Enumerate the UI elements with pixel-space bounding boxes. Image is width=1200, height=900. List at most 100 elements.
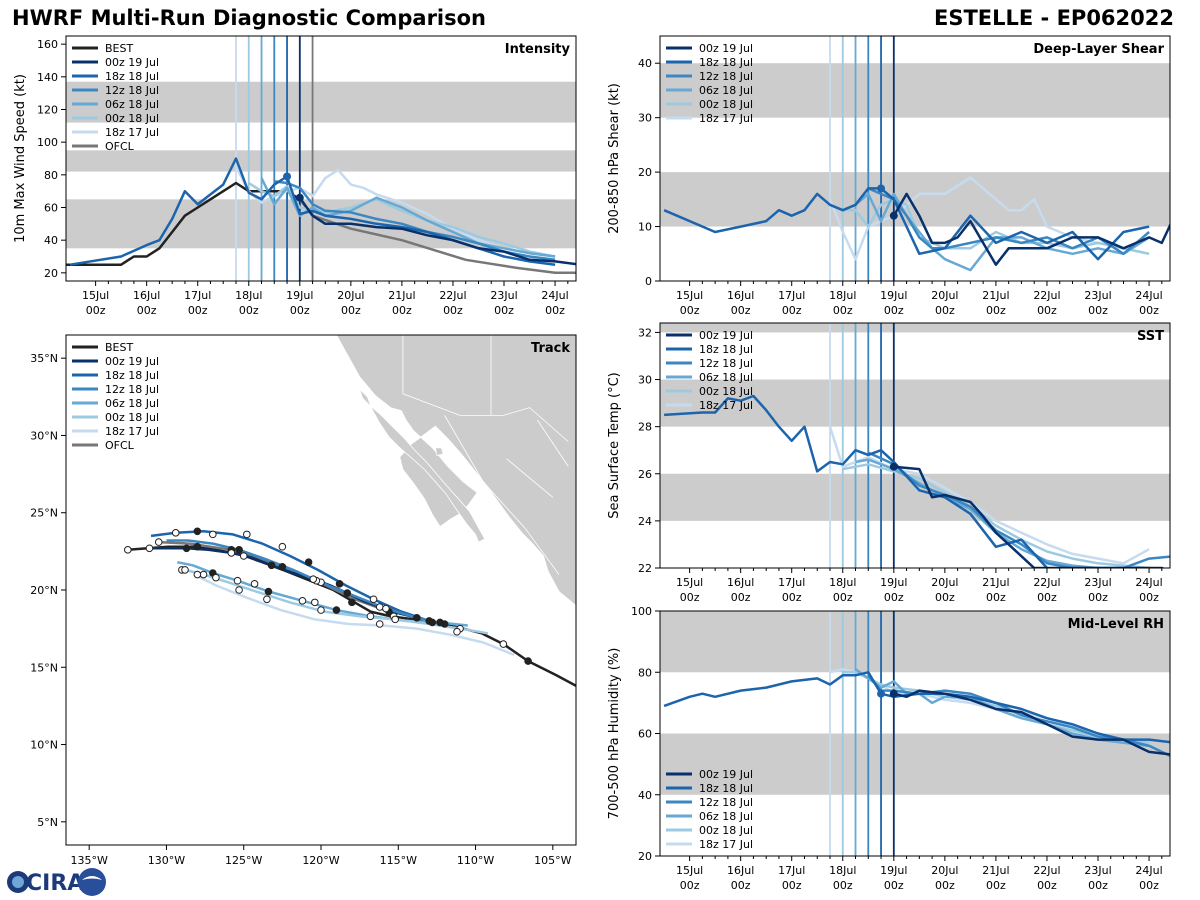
track-ytick-label-1: 10°N <box>30 739 58 752</box>
border-0 <box>402 393 461 416</box>
rh-xtick-label-day-9: 24Jul <box>1135 864 1162 877</box>
track-point-12z-18-jul-1 <box>382 604 390 613</box>
legend-label-18z-18-jul: 18z 18 Jul <box>105 70 159 83</box>
intensity-series-00z-19-jul <box>298 196 576 266</box>
sst-xtick-label-hour-8: 00z <box>1088 591 1108 604</box>
intensity-plot-area <box>66 36 576 281</box>
intensity-xtick-label-hour-3: 00z <box>239 304 259 317</box>
sst-plot-area <box>660 323 1170 568</box>
track-point-18z-17-jul-3 <box>250 580 259 588</box>
shear-xtick-label-day-4: 19Jul <box>880 289 907 302</box>
track-point-18z-18-jul-3 <box>243 530 251 539</box>
legend-label-12z-18-jul: 12z 18 Jul <box>699 357 753 370</box>
track-point-18z-17-jul-0 <box>453 627 461 636</box>
track-point-18z-17-jul-1 <box>375 620 384 628</box>
legend-label-12z-18-jul: 12z 18 Jul <box>105 84 159 97</box>
rh-xtick-label-day-1: 16Jul <box>727 864 754 877</box>
intensity-ylabel: 10m Max Wind Speed (kt) <box>13 74 28 243</box>
intensity-title: Intensity <box>505 42 571 57</box>
rh-xtick-label-day-8: 23Jul <box>1084 864 1111 877</box>
track-series-12z-18-jul <box>166 539 445 626</box>
land-north-america <box>336 335 576 607</box>
track-point-00z-19-jul-4 <box>267 561 276 570</box>
shear-xtick-label-hour-7: 00z <box>1037 304 1057 317</box>
border-9 <box>537 419 569 467</box>
shear-ytick-label-1: 10 <box>638 221 652 234</box>
rh-plot-area <box>660 611 1170 856</box>
intensity-xtick-label-day-9: 24Jul <box>541 289 568 302</box>
sst-ytick-label-1: 24 <box>638 515 652 528</box>
intensity-xtick-label-day-3: 18Jul <box>235 289 262 302</box>
rh-xtick-label-hour-4: 00z <box>884 879 904 892</box>
intensity-xtick-label-hour-4: 00z <box>290 304 310 317</box>
intensity-band-2 <box>66 81 576 123</box>
shear-xtick-label-day-2: 17Jul <box>778 289 805 302</box>
shear-init-marker <box>889 211 898 220</box>
shear-xtick-label-hour-3: 00z <box>833 304 853 317</box>
legend-label-18z-17-jul: 18z 17 Jul <box>699 838 753 851</box>
shear-xtick-label-day-7: 22Jul <box>1033 289 1060 302</box>
track-point-00z-18-jul-5 <box>199 570 208 579</box>
legend-label-00z-18-jul: 00z 18 Jul <box>699 98 753 111</box>
track-point-00z-19-jul-6 <box>182 544 191 553</box>
legend-label-00z-18-jul: 00z 18 Jul <box>105 411 159 424</box>
intensity-ytick-label-1: 40 <box>44 234 58 247</box>
track-ytick-label-3: 20°N <box>30 584 58 597</box>
legend-label-best: BEST <box>105 341 133 354</box>
track-xtick-label-4: 115°W <box>380 854 417 867</box>
track-point-06z-18-jul-3 <box>298 597 307 605</box>
sst-xtick-label-day-3: 18Jul <box>829 576 856 589</box>
intensity-xtick-label-day-4: 19Jul <box>286 289 313 302</box>
shear-ytick-label-0: 0 <box>645 275 652 288</box>
track-ytick-label-2: 15°N <box>30 661 58 674</box>
rh-xtick-label-day-4: 19Jul <box>880 864 907 877</box>
sst-ylabel: Sea Surface Temp (°C) <box>607 372 622 519</box>
rh-ytick-label-3: 80 <box>638 666 652 679</box>
sst-ytick-label-0: 22 <box>638 562 652 575</box>
track-point-00z-19-jul-1 <box>375 603 384 611</box>
sst-series-00z-18-jul <box>842 463 1150 568</box>
shear-ylabel: 200-850 hPa Shear (kt) <box>607 83 622 234</box>
legend-label-00z-19-jul: 00z 19 Jul <box>105 56 159 69</box>
sst-init-marker <box>889 462 898 471</box>
track-point-12z-18-jul-4 <box>235 546 243 554</box>
sst-xtick-label-day-4: 19Jul <box>880 576 907 589</box>
land-tiburon-island <box>434 447 444 456</box>
sst-ytick-label-3: 28 <box>638 421 652 434</box>
legend-label-00z-19-jul: 00z 19 Jul <box>699 329 753 342</box>
sst-xtick-label-hour-9: 00z <box>1139 591 1159 604</box>
sst-xtick-label-day-1: 16Jul <box>727 576 754 589</box>
rh-panel: 15Jul 00z 16Jul 00z 17Jul 00z 18Jul 00z 19Jul 00z… <box>607 605 1171 892</box>
legend-label-00z-19-jul: 00z 19 Jul <box>699 42 753 55</box>
legend-label-ofcl: OFCL <box>105 140 135 153</box>
shear-xtick-label-day-5: 20Jul <box>931 289 958 302</box>
rh-xtick-label-day-5: 20Jul <box>931 864 958 877</box>
rh-xtick-label-hour-6: 00z <box>986 879 1006 892</box>
track-title: Track <box>531 341 570 356</box>
intensity-xtick-label-day-2: 17Jul <box>184 289 211 302</box>
rh-xtick-label-day-3: 18Jul <box>829 864 856 877</box>
legend-label-12z-18-jul: 12z 18 Jul <box>699 796 753 809</box>
legend-label-00z-18-jul: 00z 18 Jul <box>699 824 753 837</box>
rh-ytick-label-2: 60 <box>638 728 652 741</box>
intensity-ytick-label-3: 80 <box>44 169 58 182</box>
shear-series-00z-19-jul <box>892 192 1170 266</box>
rh-ylabel: 700-500 hPa Humidity (%) <box>607 648 622 820</box>
track-point-18z-18-jul-5 <box>171 529 180 537</box>
sst-band-2 <box>660 323 1170 333</box>
legend-label-18z-18-jul: 18z 18 Jul <box>699 782 753 795</box>
intensity-xtick-label-hour-5: 00z <box>341 304 361 317</box>
sst-xtick-label-hour-2: 00z <box>782 591 802 604</box>
sst-xtick-label-hour-4: 00z <box>884 591 904 604</box>
shear-xtick-label-hour-2: 00z <box>782 304 802 317</box>
rh-xtick-label-hour-2: 00z <box>782 879 802 892</box>
sst-xtick-label-hour-3: 00z <box>833 591 853 604</box>
border-10 <box>506 458 554 498</box>
legend-label-18z-17-jul: 18z 17 Jul <box>699 112 753 125</box>
cira-logo: CIRA <box>7 868 106 896</box>
track-ytick-label-4: 25°N <box>30 507 58 520</box>
track-point-00z-18-jul-6 <box>181 566 189 574</box>
sst-band-1 <box>660 379 1170 427</box>
shear-series-06z-18-jul <box>854 192 1150 272</box>
